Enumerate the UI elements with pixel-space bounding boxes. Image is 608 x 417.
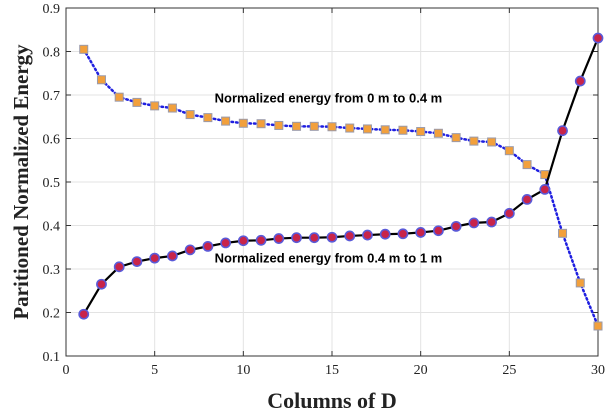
y-tick-label: 0.3 bbox=[43, 263, 61, 278]
y-tick-label: 0.4 bbox=[43, 220, 61, 235]
data-point bbox=[574, 75, 586, 87]
x-tick-label: 20 bbox=[414, 363, 428, 378]
axes bbox=[65, 7, 599, 357]
data-point bbox=[557, 125, 568, 137]
series-0 bbox=[79, 44, 603, 331]
data-point bbox=[291, 232, 302, 244]
data-point bbox=[220, 237, 231, 249]
y-tick-label: 0.5 bbox=[43, 176, 61, 191]
data-point bbox=[398, 125, 408, 135]
x-tick-labels: 0 5 10 15 20 25 30 bbox=[63, 363, 606, 378]
data-point bbox=[593, 321, 603, 331]
data-point bbox=[379, 228, 391, 240]
data-point bbox=[113, 261, 125, 273]
data-point bbox=[344, 230, 356, 242]
data-point bbox=[469, 136, 479, 146]
annotation-lower: Normalized energy from 0.4 m to 1 m bbox=[215, 250, 443, 265]
data-point bbox=[433, 128, 443, 138]
data-point bbox=[362, 124, 372, 134]
data-point bbox=[397, 228, 409, 240]
y-tick-label: 0.9 bbox=[43, 2, 61, 17]
y-axis-label: Paritioned Normalized Energy bbox=[9, 44, 33, 320]
data-point bbox=[150, 101, 160, 111]
data-point bbox=[203, 113, 213, 123]
data-point bbox=[380, 125, 390, 135]
data-point bbox=[96, 75, 106, 85]
data-point bbox=[327, 122, 337, 132]
data-point bbox=[166, 250, 178, 262]
data-point bbox=[503, 207, 515, 219]
data-point bbox=[185, 110, 195, 120]
y-tick-label: 0.8 bbox=[43, 46, 61, 61]
data-point bbox=[274, 120, 284, 130]
data-point bbox=[487, 137, 497, 147]
data-point bbox=[592, 32, 604, 44]
y-tick-label: 0.7 bbox=[43, 89, 61, 104]
data-point bbox=[273, 233, 285, 244]
data-point bbox=[132, 97, 142, 107]
x-tick-label: 30 bbox=[591, 363, 605, 378]
data-point bbox=[96, 278, 107, 290]
data-point bbox=[539, 183, 551, 195]
series-1 bbox=[78, 32, 604, 320]
data-point bbox=[522, 160, 532, 170]
data-point bbox=[432, 225, 444, 237]
y-tick-label: 0.2 bbox=[43, 307, 61, 322]
data-point bbox=[167, 103, 177, 113]
series-layer bbox=[78, 32, 604, 331]
x-tick-label: 25 bbox=[502, 363, 516, 378]
annotation-upper: Normalized energy from 0 m to 0.4 m bbox=[215, 90, 443, 105]
y-tick-label: 0.1 bbox=[43, 350, 61, 365]
data-point bbox=[255, 234, 267, 246]
data-point bbox=[131, 256, 143, 268]
x-tick-label: 5 bbox=[151, 363, 158, 378]
data-point bbox=[558, 228, 568, 238]
data-point bbox=[79, 44, 89, 54]
data-point bbox=[575, 278, 585, 288]
y-tick-labels: 0.1 0.2 0.3 0.4 0.5 0.6 0.7 0.8 0.9 bbox=[43, 2, 61, 365]
y-tick-label: 0.6 bbox=[43, 133, 61, 148]
data-point bbox=[362, 229, 373, 241]
data-point bbox=[309, 121, 319, 131]
data-point bbox=[326, 231, 338, 243]
data-point bbox=[504, 146, 514, 156]
data-point bbox=[468, 217, 480, 229]
data-point bbox=[221, 116, 231, 126]
x-axis-label: Columns of D bbox=[267, 388, 397, 413]
data-point bbox=[450, 220, 462, 232]
data-point bbox=[521, 193, 533, 205]
data-point bbox=[114, 92, 124, 102]
data-point bbox=[237, 235, 249, 247]
data-point bbox=[451, 133, 461, 143]
data-point bbox=[184, 244, 196, 256]
x-tick-label: 15 bbox=[325, 363, 339, 378]
data-point bbox=[202, 240, 214, 252]
x-tick-label: 0 bbox=[63, 363, 70, 378]
data-point bbox=[345, 123, 355, 133]
data-point bbox=[308, 232, 320, 244]
data-point bbox=[78, 308, 90, 320]
x-tick-label: 10 bbox=[236, 363, 250, 378]
data-point bbox=[416, 127, 426, 137]
data-point bbox=[415, 227, 427, 238]
data-point bbox=[486, 216, 497, 228]
data-point bbox=[238, 118, 248, 128]
data-point bbox=[292, 121, 302, 131]
data-point bbox=[256, 119, 266, 129]
data-point bbox=[149, 252, 161, 264]
